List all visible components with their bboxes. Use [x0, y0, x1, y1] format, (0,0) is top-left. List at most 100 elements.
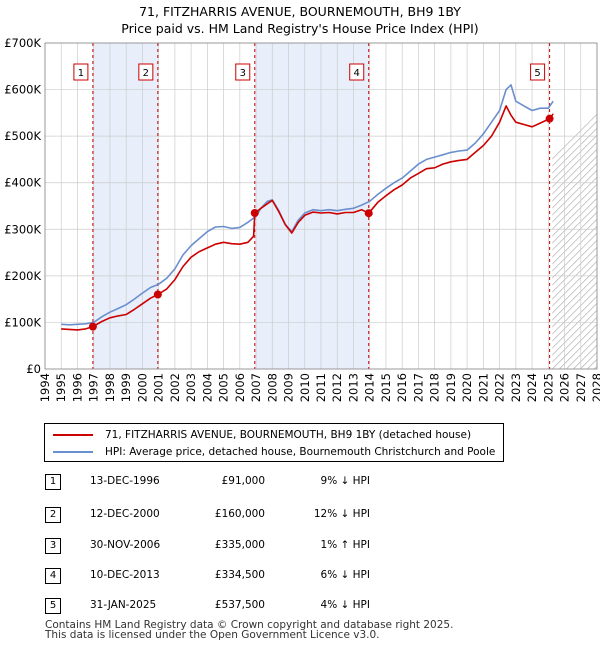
- transaction-price: £537,500: [214, 599, 265, 611]
- table-row: 4 10-DEC-2013 £334,500 6% ↓ HPI: [0, 566, 600, 586]
- x-tick-label: 2003: [184, 373, 198, 402]
- sale-number-label: 3: [240, 68, 246, 79]
- x-tick-label: 1996: [70, 373, 84, 402]
- transaction-date: 30-NOV-2006: [90, 539, 161, 551]
- sale-point: [153, 290, 162, 299]
- sale-number-box: [235, 63, 251, 81]
- transaction-date: 31-JAN-2025: [90, 599, 157, 611]
- y-tick-label: £300K: [4, 222, 41, 236]
- sale-number-box: [138, 63, 154, 81]
- x-tick-label: 2025: [541, 373, 555, 402]
- transaction-hpi-diff: 6% ↓ HPI: [320, 569, 370, 581]
- x-tick-label: 1994: [38, 373, 52, 402]
- x-tick-label: 2027: [574, 373, 588, 402]
- legend-label-hpi: HPI: Average price, detached house, Bour…: [105, 446, 496, 458]
- transaction-hpi-diff: 12% ↓ HPI: [313, 508, 370, 520]
- property-price-line: [61, 105, 554, 331]
- transaction-number: 3: [45, 538, 61, 554]
- y-tick-label: £700K: [4, 36, 41, 50]
- x-tick-label: 2006: [233, 373, 247, 402]
- future-hatch-line: [552, 197, 598, 244]
- future-hatch-line: [552, 204, 598, 251]
- future-hatch-line: [552, 169, 598, 216]
- table-row: 1 13-DEC-1996 £91,000 9% ↓ HPI: [0, 472, 600, 492]
- sale-point: [545, 114, 554, 123]
- x-tick-label: 2000: [135, 373, 149, 402]
- x-tick-label: 2012: [330, 373, 344, 402]
- footer-copyright: Contains HM Land Registry data © Crown c…: [45, 619, 454, 631]
- y-tick-label: £0: [26, 362, 41, 376]
- legend-swatch-property: [53, 434, 93, 436]
- legend-swatch-hpi: [53, 451, 93, 453]
- future-hatch-line: [552, 190, 598, 237]
- x-tick-label: 2008: [265, 373, 279, 402]
- x-tick-label: 2002: [168, 373, 182, 402]
- transaction-number: 1: [45, 474, 61, 490]
- footer-attribution: Contains HM Land Registry data © Crown c…: [45, 619, 454, 641]
- future-hatch-line: [552, 162, 598, 209]
- price-chart: 1 2 3 4 5 £0 £100K £200K £300K £400K £500K £600K £7…: [4, 36, 600, 402]
- future-hatch-line: [552, 309, 598, 356]
- x-tick-label: 2010: [298, 373, 312, 402]
- x-tick-label: 2005: [217, 373, 231, 402]
- shaded-period: [254, 43, 369, 369]
- sale-number-label: 2: [143, 68, 149, 79]
- future-hatch-line: [552, 274, 598, 321]
- chart-legend: 71, FITZHARRIS AVENUE, BOURNEMOUTH, BH9 …: [44, 423, 504, 462]
- x-tick-label: 2016: [395, 373, 409, 402]
- sale-number-label: 5: [534, 68, 540, 79]
- sale-number-label: 4: [354, 68, 360, 79]
- x-tick-label: 2011: [314, 373, 328, 402]
- legend-item-property: 71, FITZHARRIS AVENUE, BOURNEMOUTH, BH9 …: [53, 427, 471, 443]
- y-tick-label: £200K: [4, 269, 41, 283]
- x-tick-label: 1997: [87, 373, 101, 402]
- x-tick-label: 2023: [509, 373, 523, 402]
- x-tick-label: 2009: [282, 373, 296, 402]
- x-tick-label: 2020: [460, 373, 474, 402]
- x-tick-label: 2021: [476, 373, 490, 402]
- sale-point: [250, 208, 259, 217]
- x-tick-label: 2019: [444, 373, 458, 402]
- x-tick-label: 2028: [590, 373, 600, 402]
- future-hatch-line: [552, 183, 598, 230]
- x-tick-label: 1995: [54, 373, 68, 402]
- footer-license: This data is licensed under the Open Gov…: [45, 629, 380, 641]
- sale-point: [88, 322, 97, 331]
- x-tick-label: 2014: [363, 373, 377, 402]
- x-tick-label: 2017: [411, 373, 425, 402]
- sale-point: [364, 209, 373, 218]
- legend-item-hpi: HPI: Average price, detached house, Bour…: [53, 444, 495, 460]
- x-tick-label: 1999: [119, 373, 133, 402]
- transaction-price: £334,500: [214, 569, 265, 581]
- x-tick-label: 2013: [346, 373, 360, 402]
- transaction-date: 13-DEC-1996: [90, 475, 160, 487]
- x-tick-label: 2026: [558, 373, 572, 402]
- transaction-price: £160,000: [214, 508, 265, 520]
- hpi-line: [61, 84, 554, 326]
- x-tick-label: 2004: [200, 373, 214, 402]
- transaction-number: 2: [45, 507, 61, 523]
- transaction-date: 12-DEC-2000: [90, 508, 160, 520]
- y-tick-label: £400K: [4, 176, 41, 190]
- table-row: 5 31-JAN-2025 £537,500 4% ↓ HPI: [0, 596, 600, 616]
- chart-title-subtitle: Price paid vs. HM Land Registry's House …: [121, 21, 479, 36]
- transaction-hpi-diff: 1% ↑ HPI: [320, 539, 370, 551]
- x-tick-label: 1998: [103, 373, 117, 402]
- y-tick-label: £100K: [4, 315, 41, 329]
- future-hatch-line: [552, 295, 598, 342]
- shaded-period: [92, 43, 158, 369]
- transaction-price: £91,000: [221, 475, 265, 487]
- sale-number-label: 1: [78, 68, 84, 79]
- transaction-number: 4: [45, 568, 61, 584]
- x-tick-label: 2007: [249, 373, 263, 402]
- future-hatch-line: [552, 302, 598, 349]
- transaction-price: £335,000: [214, 539, 265, 551]
- future-hatch-line: [552, 288, 598, 335]
- sale-number-box: [349, 63, 365, 81]
- table-row: 3 30-NOV-2006 £335,000 1% ↑ HPI: [0, 536, 600, 556]
- transaction-date: 10-DEC-2013: [90, 569, 160, 581]
- transaction-number: 5: [45, 598, 61, 614]
- sale-number-box: [73, 63, 89, 81]
- chart-title-address: 71, FITZHARRIS AVENUE, BOURNEMOUTH, BH9 …: [139, 4, 461, 19]
- x-tick-label: 2015: [379, 373, 393, 402]
